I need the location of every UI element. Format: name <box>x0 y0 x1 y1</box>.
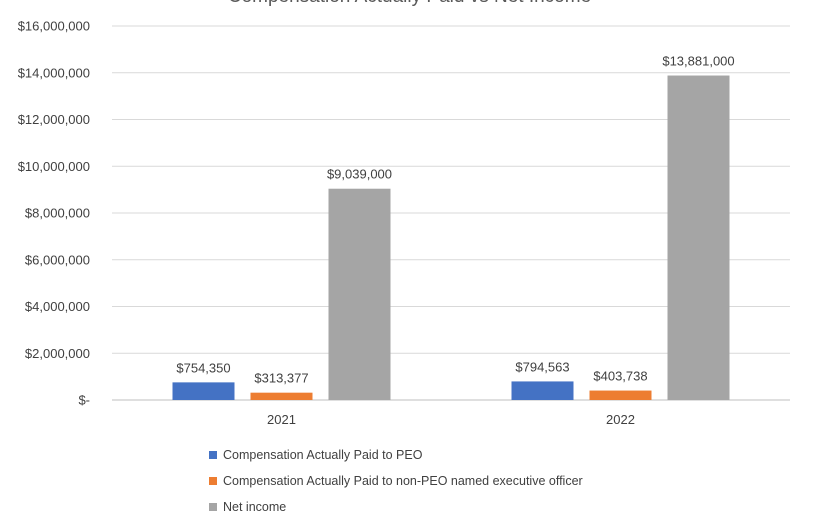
legend-item-peo: Compensation Actually Paid to PEO <box>209 442 583 468</box>
y-tick-label: $8,000,000 <box>25 206 90 221</box>
data-label: $13,881,000 <box>662 54 734 69</box>
y-tick-label: $4,000,000 <box>25 299 90 314</box>
x-tick-label: 2021 <box>267 412 296 427</box>
y-tick-label: $10,000,000 <box>18 159 90 174</box>
legend-swatch-peo <box>209 451 217 459</box>
bar-2021-1 <box>250 392 313 400</box>
data-label: $754,350 <box>176 360 230 375</box>
y-tick-label: $6,000,000 <box>25 252 90 267</box>
data-label: $9,039,000 <box>327 167 392 182</box>
data-label: $794,563 <box>515 359 569 374</box>
legend-swatch-net-income <box>209 503 217 511</box>
legend: Compensation Actually Paid to PEO Compen… <box>209 442 583 520</box>
data-label: $313,377 <box>254 371 308 386</box>
y-tick-label: $16,000,000 <box>18 19 90 34</box>
data-label: $403,738 <box>593 369 647 384</box>
bar-2022-0 <box>511 381 574 400</box>
bar-2021-2 <box>328 188 391 400</box>
bar-2022-2 <box>667 75 730 401</box>
data-labels: $754,350 $313,377 $9,039,000 $794,563 $403,7… <box>176 54 734 386</box>
legend-item-net-income: Net income <box>209 494 583 520</box>
bar-2021-0 <box>172 382 235 400</box>
y-tick-label: $2,000,000 <box>25 346 90 361</box>
y-tick-label: $12,000,000 <box>18 112 90 127</box>
x-axis-tick-labels: 2021 2022 <box>267 412 635 427</box>
y-tick-label: $- <box>78 393 90 408</box>
y-tick-label: $14,000,000 <box>18 65 90 80</box>
legend-item-non-peo: Compensation Actually Paid to non-PEO na… <box>209 468 583 494</box>
bar-2022-1 <box>589 390 652 400</box>
legend-label-net-income: Net income <box>223 500 287 514</box>
x-tick-label: 2022 <box>606 412 635 427</box>
legend-label-non-peo: Compensation Actually Paid to non-PEO na… <box>223 474 583 488</box>
bars <box>172 75 730 401</box>
y-axis-tick-labels: $- $2,000,000 $4,000,000 $6,000,000 $8,000,0… <box>18 19 90 408</box>
legend-swatch-non-peo <box>209 477 217 485</box>
legend-label-peo: Compensation Actually Paid to PEO <box>223 448 423 462</box>
chart-title: Compensation Actually Paid vs Net Income <box>0 0 819 8</box>
